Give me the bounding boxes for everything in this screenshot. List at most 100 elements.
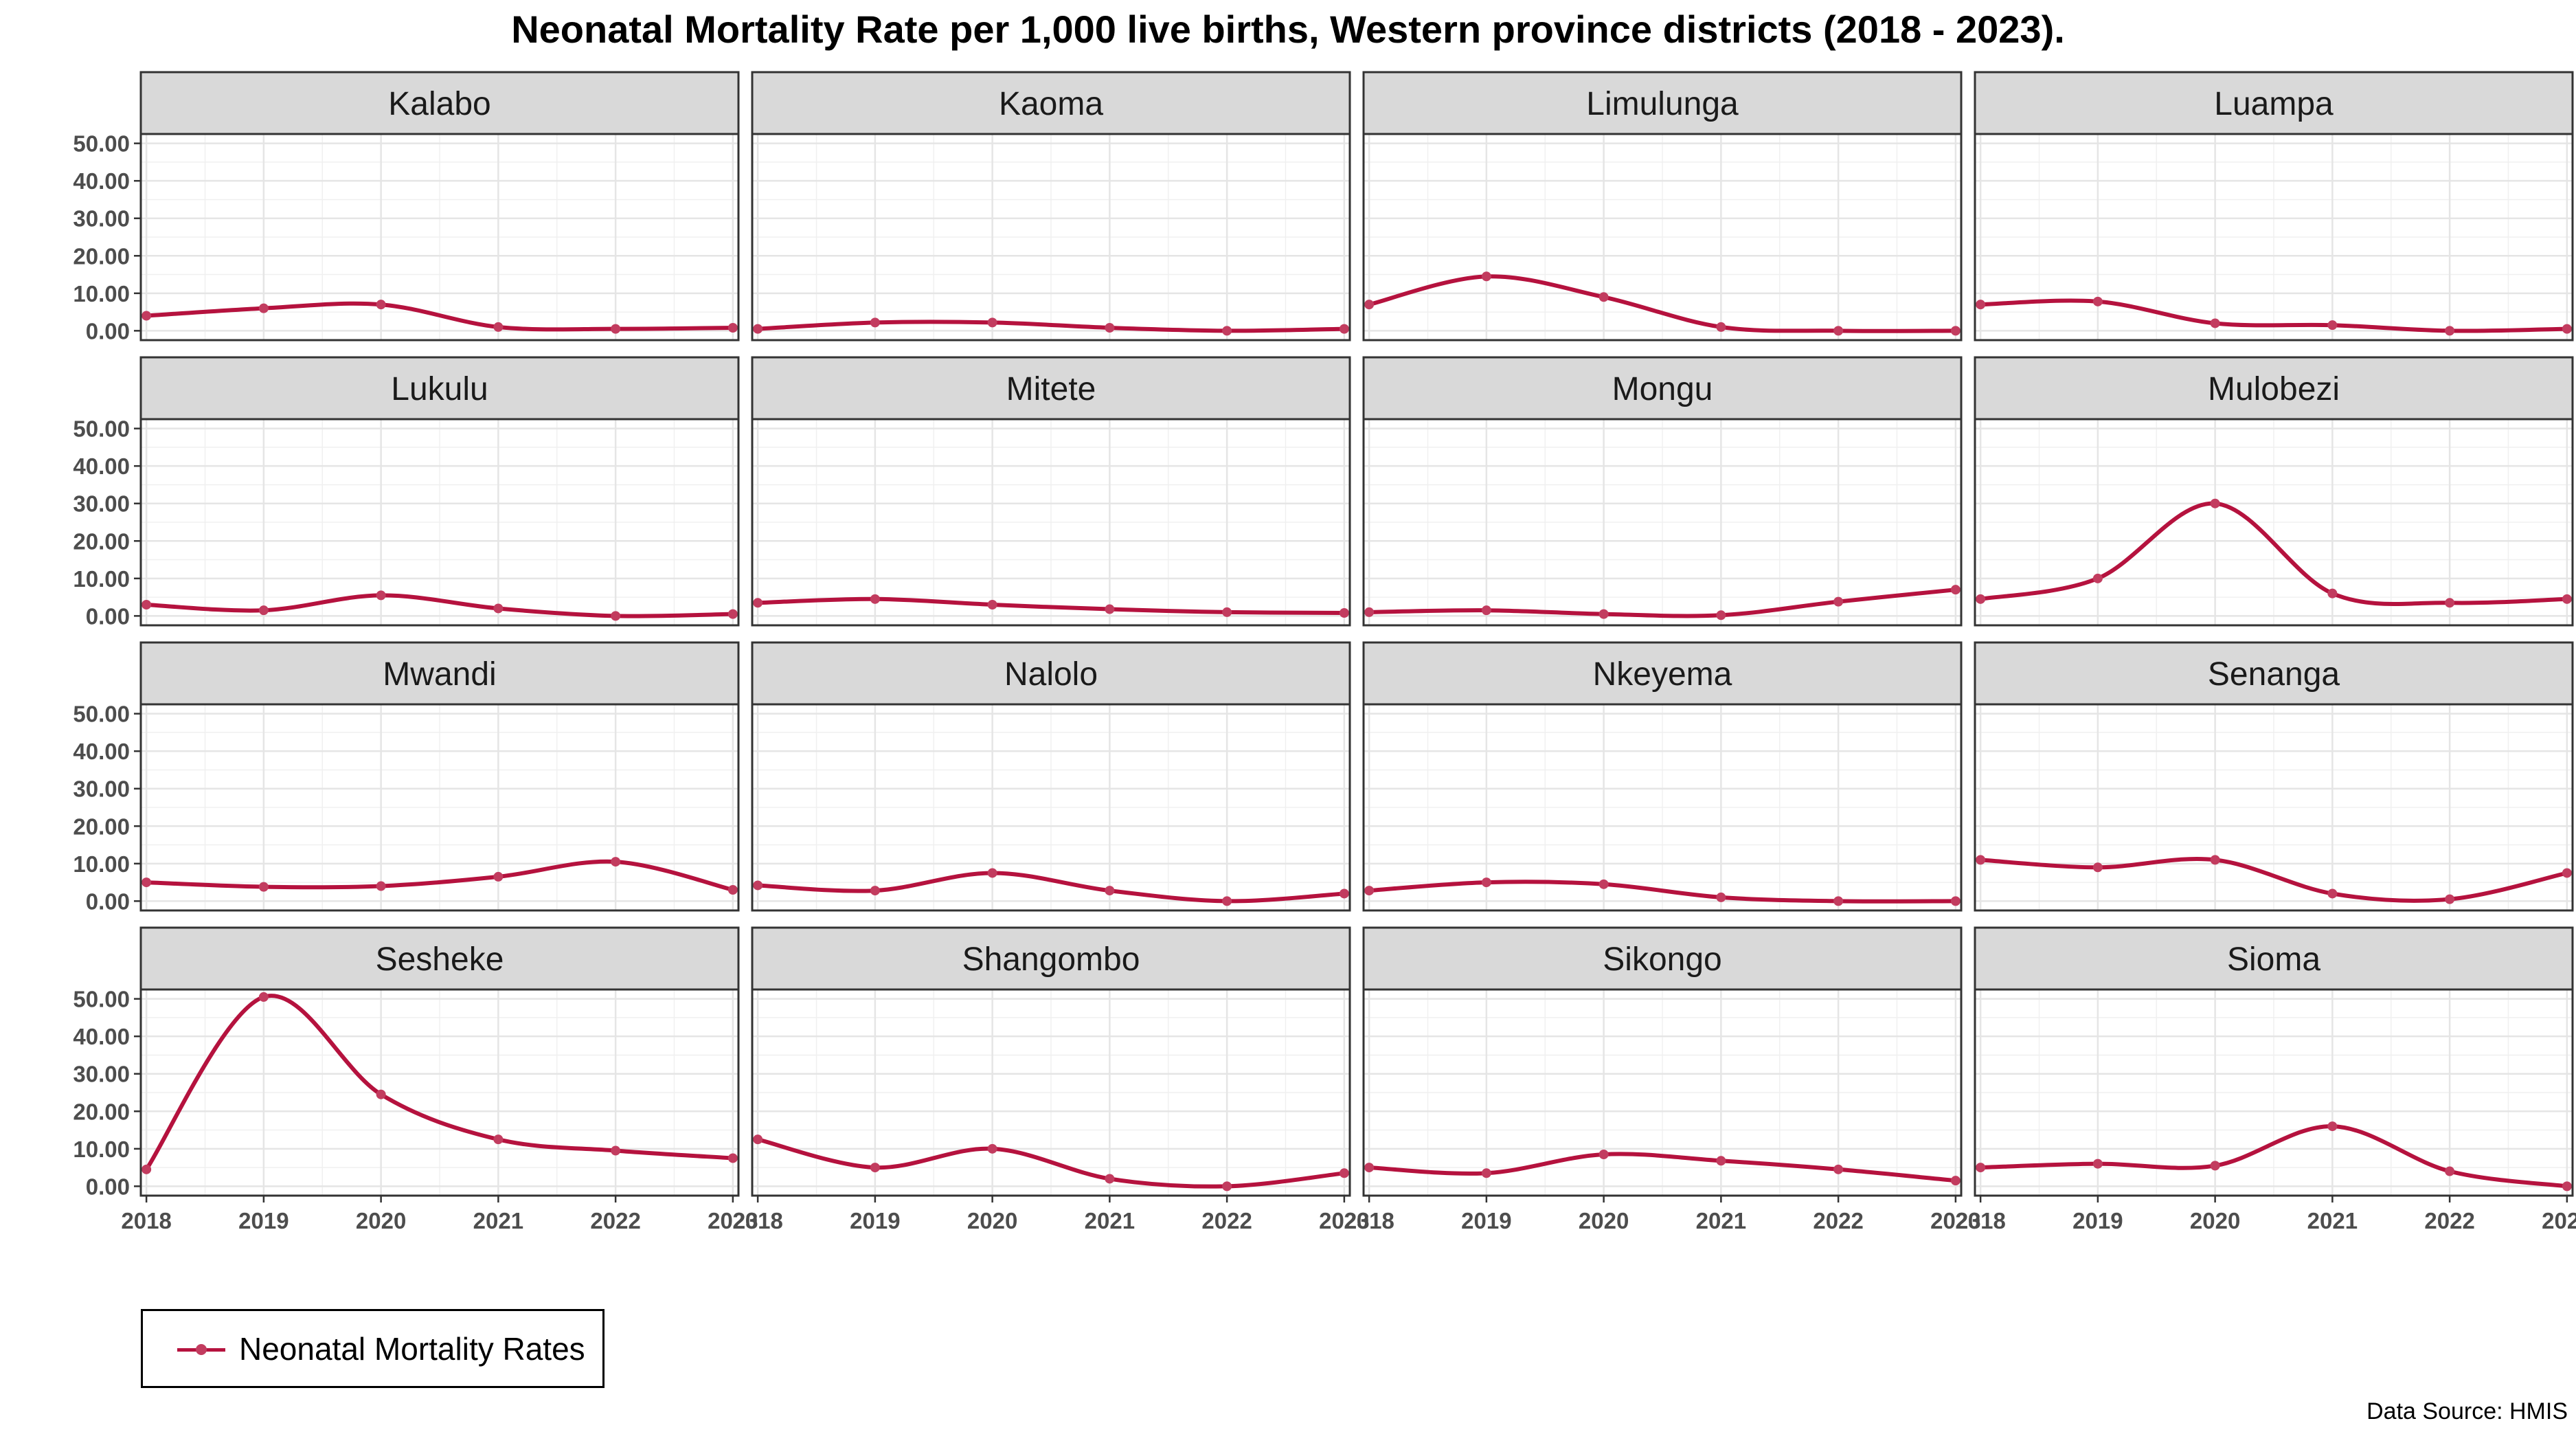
- facet-panel: Mwandi 0.00 10.00 20.00 30.00 40.00 50.00: [73, 641, 740, 914]
- data-point: [870, 317, 880, 328]
- data-point: [727, 1153, 738, 1163]
- data-point: [2327, 588, 2338, 599]
- data-point: [1364, 886, 1375, 896]
- facet-panel: Mongu: [1362, 356, 1963, 627]
- data-point: [987, 317, 997, 328]
- data-point: [1598, 609, 1609, 619]
- data-source-caption: Data Source: HMIS: [2366, 1398, 2568, 1424]
- y-tick-label: 50.00: [73, 131, 130, 157]
- data-point: [1716, 610, 1726, 620]
- data-point: [1598, 879, 1609, 889]
- x-tick-label: 2021: [2307, 1208, 2358, 1233]
- facet-strip: [139, 926, 740, 991]
- data-point: [753, 598, 763, 608]
- y-tick-label: 10.00: [73, 566, 130, 592]
- series-line: [1367, 274, 1958, 333]
- y-tick-label: 50.00: [73, 987, 130, 1012]
- data-point: [142, 311, 152, 321]
- y-tick-label: 10.00: [73, 851, 130, 877]
- data-point: [1950, 1176, 1961, 1186]
- data-point: [2210, 1161, 2220, 1171]
- data-point: [2327, 320, 2338, 331]
- facet-strip-label: Nkeyema: [1593, 656, 1732, 693]
- data-point: [1222, 326, 1232, 336]
- data-point: [258, 882, 269, 892]
- series-line: [756, 1137, 1346, 1189]
- data-point: [1481, 877, 1491, 888]
- x-tick-label: 2021: [1085, 1208, 1135, 1233]
- x-tick-label: 2020: [2190, 1208, 2240, 1233]
- panel-border: [139, 703, 740, 912]
- data-point: [493, 1134, 504, 1145]
- data-point: [2562, 868, 2572, 878]
- data-point: [1222, 607, 1232, 617]
- facet-strip-label: Lukulu: [391, 371, 488, 407]
- data-point: [1339, 324, 1349, 334]
- facet-panel: Mitete: [751, 356, 1351, 627]
- data-point: [611, 324, 621, 334]
- series-line: [756, 320, 1346, 333]
- x-tick-label: 2018: [1955, 1208, 2005, 1233]
- legend: Neonatal Mortality Rates: [141, 1309, 605, 1388]
- y-tick-label: 0.00: [86, 1174, 130, 1199]
- facet-strip: [1974, 71, 2574, 135]
- data-point: [1598, 292, 1609, 302]
- data-point: [1364, 607, 1375, 617]
- data-point: [987, 1143, 997, 1154]
- facet-strip-label: Sioma: [2227, 941, 2320, 978]
- data-point: [2327, 888, 2338, 899]
- data-point: [2445, 894, 2455, 904]
- y-tick-label: 0.00: [86, 888, 130, 914]
- facet-strip-label: Sikongo: [1603, 941, 1721, 978]
- data-point: [1950, 326, 1961, 336]
- data-point: [2562, 1181, 2572, 1192]
- y-tick-label: 0.00: [86, 318, 130, 344]
- data-point: [2092, 1159, 2103, 1169]
- data-point: [611, 857, 621, 867]
- facet-panel: Limulunga: [1362, 71, 1963, 342]
- panel-border: [1362, 133, 1963, 342]
- facet-strip: [139, 71, 740, 135]
- facet-strip-label: Kalabo: [388, 86, 490, 122]
- y-tick-label: 40.00: [73, 1024, 130, 1049]
- y-tick-label: 30.00: [73, 206, 130, 232]
- data-point: [2445, 1166, 2455, 1176]
- data-point: [2092, 862, 2103, 873]
- series-line: [1978, 856, 2569, 903]
- y-tick-label: 40.00: [73, 454, 130, 479]
- data-point: [1481, 605, 1491, 616]
- legend-point-key: [196, 1344, 207, 1355]
- panel-border: [139, 133, 740, 342]
- y-tick-label: 30.00: [73, 1062, 130, 1087]
- data-point: [753, 880, 763, 891]
- data-point: [1976, 855, 1986, 865]
- facet-panel: Sikongo 2018 2019 2020 2021 2022 2023: [1344, 926, 1981, 1233]
- data-point: [1716, 1156, 1726, 1166]
- panel-border: [751, 133, 1351, 342]
- data-point: [2210, 318, 2220, 328]
- x-tick-label: 2022: [590, 1208, 640, 1233]
- x-tick-label: 2021: [473, 1208, 523, 1233]
- data-point: [870, 594, 880, 604]
- facet-strip-label: Shangombo: [962, 941, 1140, 978]
- facet-strip-label: Mitete: [1006, 371, 1096, 407]
- y-tick-label: 20.00: [73, 243, 130, 269]
- data-point: [1222, 896, 1232, 906]
- y-tick-label: 10.00: [73, 281, 130, 306]
- facet-panel: Sesheke 0.00 10.00 20.00 30.00 40.00 50.00 2018…: [73, 926, 758, 1233]
- data-point: [753, 1134, 763, 1145]
- facet-panel: Mulobezi: [1974, 356, 2574, 627]
- data-point: [1339, 608, 1349, 618]
- x-tick-label: 2022: [2424, 1208, 2474, 1233]
- y-tick-label: 20.00: [73, 814, 130, 839]
- data-point: [870, 1163, 880, 1173]
- y-tick-label: 40.00: [73, 739, 130, 764]
- data-point: [1364, 300, 1375, 310]
- x-tick-label: 2018: [732, 1208, 782, 1233]
- data-point: [987, 600, 997, 609]
- facet-strip-label: Sesheke: [376, 941, 504, 978]
- data-point: [2327, 1121, 2338, 1132]
- panel-border: [1974, 703, 2574, 912]
- data-point: [493, 603, 504, 614]
